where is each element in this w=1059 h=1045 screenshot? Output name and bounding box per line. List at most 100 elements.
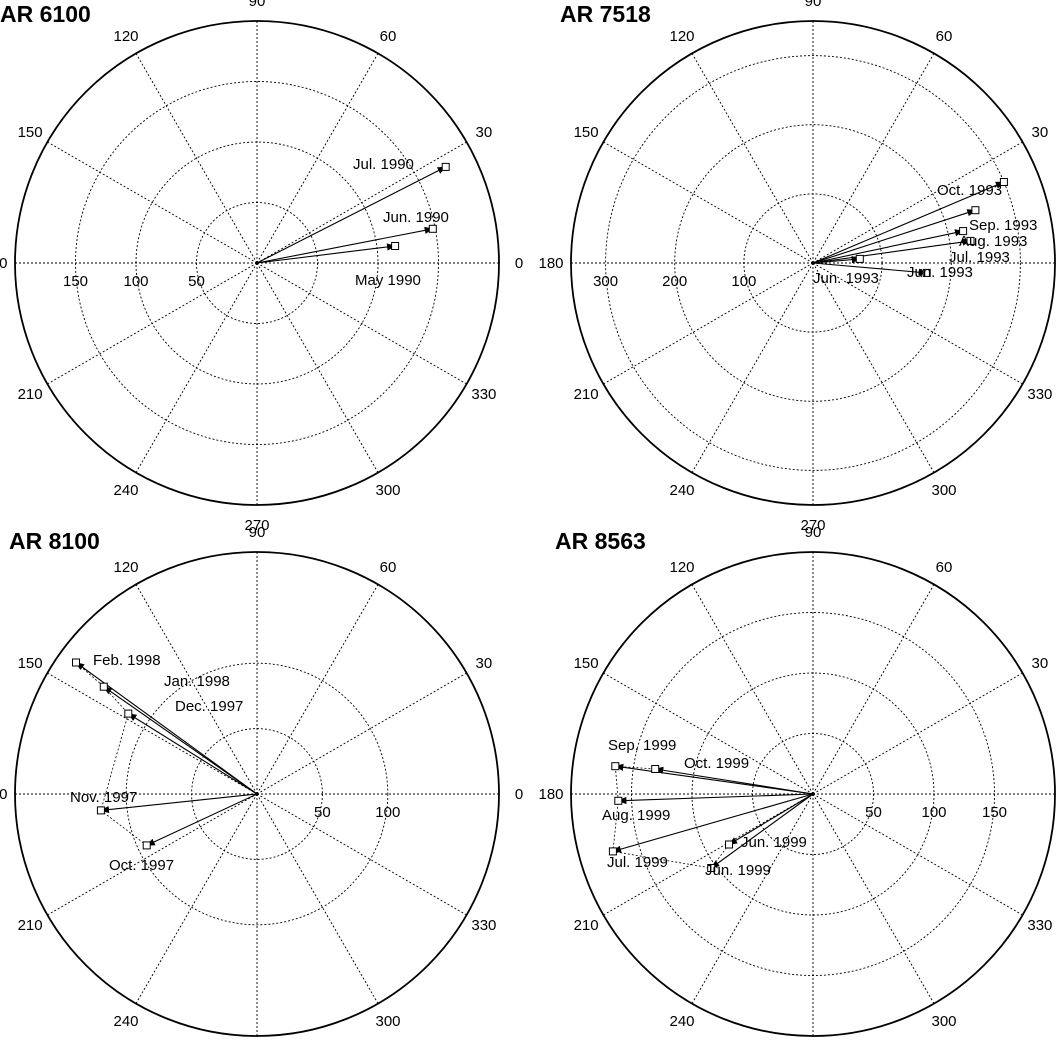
angle-spoke xyxy=(256,793,379,1004)
angle-spoke xyxy=(47,141,258,264)
angle-spoke xyxy=(135,584,258,795)
point-label: Jul. 1990 xyxy=(353,156,414,173)
data-point-marker xyxy=(959,227,968,236)
angle-spoke xyxy=(812,53,935,264)
angle-spoke xyxy=(256,53,379,264)
angle-tick-label: 210 xyxy=(18,386,43,403)
angle-spoke xyxy=(812,793,935,1004)
time-sequence-line xyxy=(75,662,147,846)
data-point-marker xyxy=(922,268,931,277)
radius-tick-label: 100 xyxy=(921,804,946,821)
point-label: Jun. 1999 xyxy=(705,862,771,879)
angle-tick-label: 0 xyxy=(515,255,523,272)
vector-arrow xyxy=(710,793,814,869)
point-label: Jun. 1993 xyxy=(907,264,973,281)
angle-tick-label: 270 xyxy=(244,517,269,534)
vector-arrow xyxy=(617,793,814,805)
radius-tick-label: 150 xyxy=(63,273,88,290)
angle-spoke xyxy=(691,53,814,264)
vector-arrow xyxy=(654,766,814,795)
angle-spoke xyxy=(691,793,814,1004)
data-point-marker xyxy=(441,162,450,171)
angle-tick-label: 210 xyxy=(18,917,43,934)
point-label: Jul. 1993 xyxy=(949,249,1010,266)
vector-arrow xyxy=(145,793,258,846)
angle-tick-label: 240 xyxy=(113,482,138,499)
angle-tick-label: 210 xyxy=(574,386,599,403)
data-point-marker xyxy=(124,709,133,718)
polar-chart-4: AR 8563030609012015018021024027030033050… xyxy=(538,524,1056,1037)
angle-tick-label: 300 xyxy=(375,1013,400,1030)
angle-tick-label: 330 xyxy=(1027,386,1052,403)
angle-tick-label: 330 xyxy=(471,386,496,403)
data-point-marker xyxy=(651,765,660,773)
angle-spoke xyxy=(603,262,814,385)
angle-tick-label: 90 xyxy=(249,524,266,541)
radius-tick-label: 100 xyxy=(123,273,148,290)
angle-spoke xyxy=(812,793,1023,916)
radius-tick-label: 150 xyxy=(982,804,1007,821)
outer-circle xyxy=(570,551,1056,1037)
data-point-marker xyxy=(611,762,620,771)
data-point-marker xyxy=(707,864,716,872)
angle-spoke xyxy=(603,672,814,795)
vector-arrow xyxy=(614,763,814,795)
angle-spoke xyxy=(603,793,814,916)
chart-title: AR 8563 xyxy=(555,528,646,554)
vector-arrow xyxy=(256,243,396,264)
angle-tick-label: 60 xyxy=(936,28,953,45)
point-label: Jan. 1998 xyxy=(164,673,230,690)
angle-spoke xyxy=(812,672,1023,795)
angle-spoke xyxy=(691,262,814,473)
vector-arrow xyxy=(728,793,814,845)
angle-tick-label: 30 xyxy=(476,655,493,672)
angle-tick-label: 30 xyxy=(476,124,493,141)
radius-tick-label: 50 xyxy=(865,804,882,821)
angle-spoke xyxy=(812,262,1023,385)
angle-tick-label: 180 xyxy=(538,786,563,803)
data-point-marker xyxy=(855,254,864,263)
radius-tick-label: 50 xyxy=(188,273,205,290)
angle-spoke xyxy=(603,141,814,264)
angle-spoke xyxy=(135,793,258,1004)
angle-tick-label: 180 xyxy=(0,255,8,272)
vector-arrow xyxy=(812,262,928,276)
radius-ring xyxy=(674,124,952,402)
radius-tick-label: 100 xyxy=(375,804,400,821)
chart-title: AR 7518 xyxy=(560,1,651,27)
radius-ring xyxy=(605,55,1021,471)
vector-arrow xyxy=(256,166,447,264)
angle-spoke xyxy=(256,262,379,473)
angle-spoke xyxy=(47,262,258,385)
angle-tick-label: 120 xyxy=(669,28,694,45)
data-point-marker xyxy=(391,242,400,250)
angle-tick-label: 0 xyxy=(515,786,523,803)
angle-spoke xyxy=(256,262,467,385)
vector-arrow xyxy=(256,226,434,264)
outer-circle xyxy=(14,551,500,1037)
radius-tick-label: 200 xyxy=(662,273,687,290)
point-label: Jun. 1993 xyxy=(813,270,879,287)
data-point-marker xyxy=(428,224,437,233)
data-point-marker xyxy=(999,178,1008,186)
chart-title: AR 6100 xyxy=(0,1,91,27)
data-point-marker xyxy=(96,806,105,815)
angle-tick-label: 60 xyxy=(380,28,397,45)
angle-tick-label: 150 xyxy=(18,124,43,141)
radius-ring xyxy=(125,662,389,926)
polar-chart-3: AR 8100030609012015018021024027030033050… xyxy=(0,524,523,1037)
vector-arrow xyxy=(812,229,964,264)
angle-tick-label: 300 xyxy=(375,482,400,499)
angle-tick-label: 30 xyxy=(1032,655,1049,672)
angle-tick-label: 60 xyxy=(936,559,953,576)
data-point-marker xyxy=(142,841,151,850)
angle-spoke xyxy=(812,141,1023,264)
data-point-marker xyxy=(72,658,80,667)
point-label: Aug. 1999 xyxy=(602,807,670,824)
angle-spoke xyxy=(691,584,814,795)
point-label: Aug. 1993 xyxy=(959,233,1027,250)
angle-spoke xyxy=(812,262,935,473)
point-label: Jun. 1999 xyxy=(741,834,807,851)
data-point-marker xyxy=(971,206,980,215)
